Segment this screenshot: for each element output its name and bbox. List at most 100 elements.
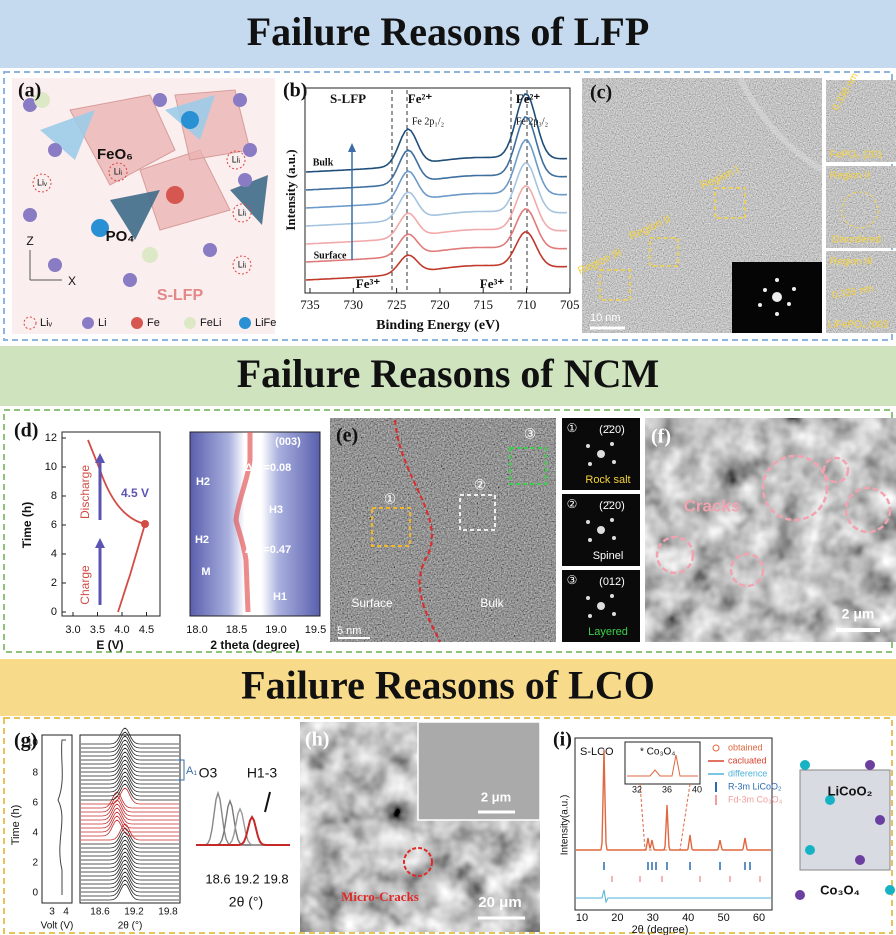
region-marker: ②: [474, 477, 487, 493]
annotation: Fe³⁺: [356, 276, 381, 291]
li-atom: [48, 143, 62, 157]
atom: [855, 855, 865, 865]
difference-line: [576, 890, 771, 902]
fft-spot: [597, 602, 605, 610]
xps-curve: [306, 163, 567, 226]
legend-label: Fe: [147, 317, 160, 329]
section-title: Failure Reasons of LFP: [247, 9, 650, 54]
fft-spot: [586, 520, 590, 524]
y-tick-label: 10: [45, 461, 57, 473]
map-annotation: Δθ₁=0.47: [245, 544, 291, 556]
fft-marker: ②: [567, 497, 578, 511]
xps-curve: [306, 117, 567, 190]
legend-label: R-3m LiCoO₂: [728, 781, 782, 791]
map-annotation: M: [201, 566, 210, 578]
annotation: Bulk: [480, 596, 504, 610]
fft-spot: [586, 596, 590, 600]
panel-label: (h): [305, 729, 329, 751]
site-label: Liᵢ: [232, 154, 240, 164]
peak-label: A₁: [186, 765, 197, 777]
atom: [865, 760, 875, 770]
voltage-curve: [88, 440, 145, 612]
x-tick-label: 4: [63, 907, 69, 918]
legend-swatch: [82, 317, 94, 329]
fft-marker: ①: [567, 421, 578, 435]
annotation: Fe 2p₃/₂: [516, 116, 548, 127]
sample-name: S-LCO: [580, 746, 614, 758]
panel-label: (e): [336, 425, 358, 447]
map-annotation: H1: [273, 591, 287, 603]
map-annotation: H2: [195, 534, 209, 546]
fft-plane: (2̄20): [599, 500, 625, 512]
fft-spot: [763, 288, 767, 292]
y-tick-label: 2: [32, 858, 38, 869]
x-tick-label: 36: [662, 784, 672, 794]
side-annotation: Disordered: [832, 235, 881, 246]
x-tick-label: 19.5: [305, 624, 326, 636]
x-tick-label: 18.0: [186, 624, 207, 636]
annotation: 4.5 V: [121, 486, 149, 500]
li-atom: [48, 258, 62, 272]
annotation: Charge: [78, 565, 92, 605]
fft-spot: [787, 302, 791, 306]
fe-atom: [166, 186, 184, 204]
fft-phase: Rock salt: [585, 474, 630, 486]
structure-label: Co₃O₄: [820, 882, 860, 897]
x-axis-label: 2θ (°): [118, 921, 143, 932]
formula: FeO₆: [97, 146, 133, 163]
panel-label: (d): [14, 420, 38, 442]
annotation: S-LFP: [330, 91, 366, 106]
x-tick-label: 730: [344, 297, 364, 312]
x-axis-label: Binding Energy (eV): [376, 318, 500, 333]
panel-label: (b): [283, 80, 307, 102]
legend-label: Li: [98, 317, 107, 329]
fft-spot: [610, 594, 614, 598]
x-tick-label: 3: [49, 907, 55, 918]
arrow-head: [95, 538, 105, 548]
fft-spot: [610, 518, 614, 522]
x-tick-label: 40: [682, 912, 694, 924]
y-tick-label: 6: [32, 798, 38, 809]
map-annotation: Δθ₂=0.08: [245, 462, 292, 474]
annotation: Discharge: [78, 465, 92, 519]
fft-spot: [612, 460, 616, 464]
site-label: Liᵢ: [114, 166, 122, 176]
li-fe-atom: [181, 111, 199, 129]
fft-spot: [597, 526, 605, 534]
legend-label: obtained: [728, 742, 763, 752]
y-tick-label: 0: [32, 888, 38, 899]
section-title: Failure Reasons of NCM: [237, 351, 660, 396]
atom: [795, 890, 805, 900]
annotation: Fe²⁺: [408, 91, 433, 106]
y-axis-label: Intensity(a.u.): [560, 795, 571, 856]
legend-swatch: [713, 745, 719, 751]
shift-arrow: [265, 792, 270, 812]
fft-plane: (012): [599, 576, 625, 588]
fft-spot: [597, 450, 605, 458]
legend-label: difference: [728, 768, 767, 778]
map-annotation: H2: [196, 476, 210, 488]
x-tick-label: 18.6: [90, 907, 110, 918]
x-tick-label: 10: [576, 912, 588, 924]
y-tick-label: 2: [51, 577, 57, 589]
atom: [800, 760, 810, 770]
side-annotation: FePO₄ (201: [830, 150, 883, 161]
formula: PO₄: [106, 228, 135, 245]
y-tick-label: 6: [51, 519, 57, 531]
atom: [805, 845, 815, 855]
x-tick-label: 4.0: [114, 624, 129, 636]
fft-spot: [612, 612, 616, 616]
cutoff-point: [141, 520, 149, 528]
structure-name: S-LFP: [157, 287, 204, 304]
arrow-head: [95, 453, 105, 463]
li-atom: [233, 93, 247, 107]
atom: [875, 815, 885, 825]
x-tick-label: 18.5: [226, 624, 247, 636]
x-tick-label: 32: [632, 784, 642, 794]
plot-frame: [42, 735, 72, 903]
li-atom: [153, 93, 167, 107]
panel-label: (f): [651, 426, 671, 448]
x-tick-label: 19.2: [234, 871, 259, 886]
panel-label: (a): [18, 80, 41, 102]
diffraction-trace: [81, 732, 179, 748]
